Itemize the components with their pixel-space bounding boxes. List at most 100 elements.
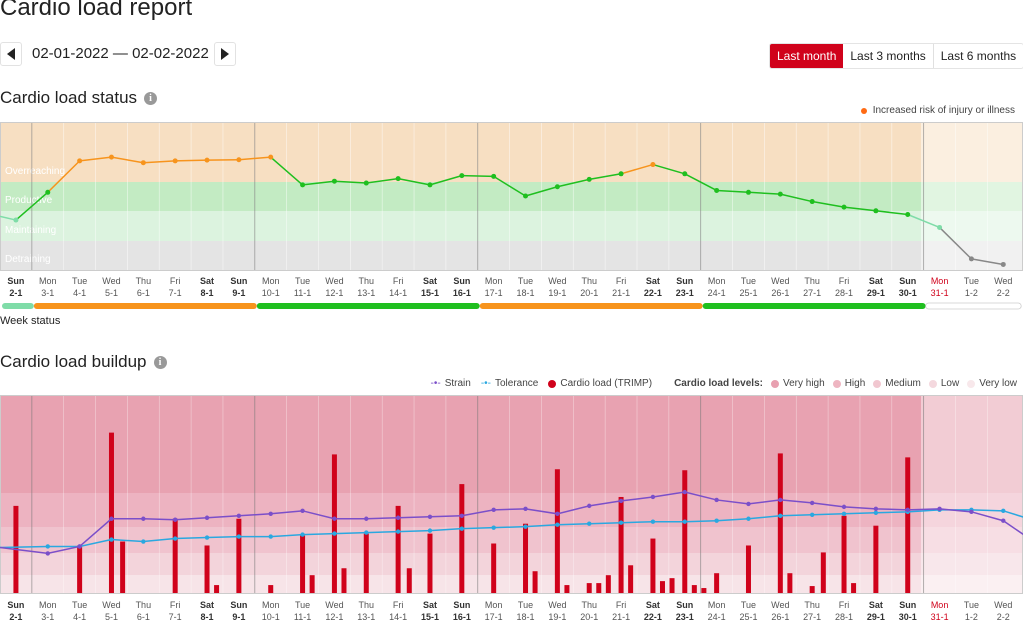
- strain-point: [300, 508, 305, 514]
- status-point: [777, 191, 783, 197]
- strain-point: [873, 506, 879, 512]
- tolerance-point: [841, 511, 847, 516]
- trimp-bar: [236, 518, 242, 593]
- status-point: [204, 157, 210, 163]
- status-line-segment: [620, 163, 654, 175]
- tab-last-month[interactable]: Last month: [770, 44, 844, 68]
- status-line-segment: [812, 200, 845, 208]
- date-label: 3-1: [41, 288, 54, 298]
- day-label: Fri: [393, 600, 404, 610]
- trimp-bar: [618, 496, 624, 593]
- medium-dot-icon: [873, 379, 882, 388]
- date-label: 4-1: [73, 612, 86, 622]
- date-label: 29-1: [867, 612, 885, 622]
- strain-point: [172, 517, 178, 522]
- tolerance-point: [1001, 508, 1006, 514]
- tolerance-point: [204, 535, 210, 540]
- trimp-bar: [108, 432, 114, 593]
- cardio-status-chart: Overreaching Productive Maintaining Detrain…: [0, 122, 1023, 310]
- buildup-section-title: Cardio load buildup i: [0, 352, 167, 372]
- date-label: 5-1: [105, 612, 118, 622]
- trimp-bar: [682, 470, 688, 593]
- date-label: 22-1: [644, 288, 662, 298]
- day-label: Mon: [39, 276, 57, 286]
- tab-last-3-months[interactable]: Last 3 months: [850, 49, 926, 63]
- trimp-bar: [214, 585, 220, 593]
- status-point: [809, 199, 815, 205]
- status-point: [45, 189, 51, 195]
- date-label: 6-1: [137, 288, 150, 298]
- strain-point: [109, 516, 114, 521]
- status-line-segment: [461, 174, 494, 178]
- buildup-legend: -•- Strain -•- Tolerance Cardio load (TR…: [431, 378, 1017, 389]
- info-icon[interactable]: i: [144, 91, 158, 105]
- week-status-label: Week status: [0, 315, 61, 327]
- status-line-segment: [907, 213, 940, 229]
- date-label: 28-1: [835, 288, 853, 298]
- info-icon[interactable]: i: [153, 355, 167, 369]
- status-line-segment: [557, 178, 590, 188]
- strain-point: [77, 544, 82, 549]
- status-point: [586, 176, 592, 182]
- day-label: Thu: [359, 276, 375, 286]
- date-label: 17-1: [485, 288, 503, 298]
- status-point: [905, 212, 911, 217]
- tolerance-point: [459, 526, 465, 531]
- status-point: [523, 193, 529, 199]
- date-label: 24-1: [708, 612, 726, 622]
- strain-point: [45, 551, 50, 556]
- status-line-segment: [47, 160, 81, 193]
- status-legend: Increased risk of injury or illness: [860, 105, 1015, 116]
- status-point: [841, 204, 847, 210]
- load-level-band-future: [921, 575, 1023, 593]
- tolerance-point: [523, 524, 528, 529]
- week-status-bar: [2, 303, 34, 309]
- tolerance-legend-icon: -•-: [480, 378, 491, 389]
- date-label: 13-1: [357, 612, 375, 622]
- status-line-segment: [652, 163, 685, 175]
- day-label: Mon: [708, 600, 726, 610]
- strain-point: [236, 513, 242, 518]
- tolerance-point: [746, 516, 751, 521]
- date-label: 8-1: [201, 612, 214, 622]
- strain-point: [364, 516, 369, 521]
- trimp-bar: [650, 538, 656, 593]
- zone-band: [0, 211, 921, 241]
- date-label: 27-1: [803, 288, 821, 298]
- day-label: Sun: [899, 600, 916, 610]
- trimp-bar: [204, 545, 210, 593]
- trimp-bar: [564, 585, 570, 593]
- trimp-bar: [309, 575, 315, 593]
- trimp-bar: [777, 453, 783, 593]
- tolerance-point: [141, 539, 146, 544]
- buildup-title-text: Cardio load buildup: [0, 352, 147, 371]
- date-label: 10-1: [262, 612, 280, 622]
- trimp-bar: [701, 588, 707, 593]
- day-label: Fri: [839, 276, 850, 286]
- date-label: 20-1: [580, 612, 598, 622]
- date-label: 1-2: [965, 288, 978, 298]
- date-label: 24-1: [708, 288, 726, 298]
- status-point: [331, 178, 337, 184]
- triangle-left-icon: [7, 48, 15, 60]
- day-label: Sat: [869, 600, 883, 610]
- day-label: Mon: [931, 276, 949, 286]
- date-label: 27-1: [803, 612, 821, 622]
- strain-point: [969, 509, 974, 515]
- trimp-bar: [523, 523, 529, 593]
- very-high-label: Very high: [782, 378, 825, 389]
- trimp-bar: [841, 515, 847, 593]
- levels-legend-label: Cardio load levels:: [674, 378, 763, 389]
- date-label: 31-1: [931, 612, 949, 622]
- date-label: 20-1: [580, 288, 598, 298]
- date-label: 22-1: [644, 612, 662, 622]
- triangle-right-icon: [221, 48, 229, 60]
- next-period-button[interactable]: [214, 42, 236, 66]
- load-level-band-future: [921, 527, 1023, 553]
- previous-period-button[interactable]: [0, 42, 22, 66]
- date-label: 25-1: [739, 612, 757, 622]
- day-label: Wed: [771, 276, 789, 286]
- strain-point: [395, 515, 401, 520]
- tab-last-6-months[interactable]: Last 6 months: [932, 44, 1023, 68]
- day-label: Tue: [741, 600, 756, 610]
